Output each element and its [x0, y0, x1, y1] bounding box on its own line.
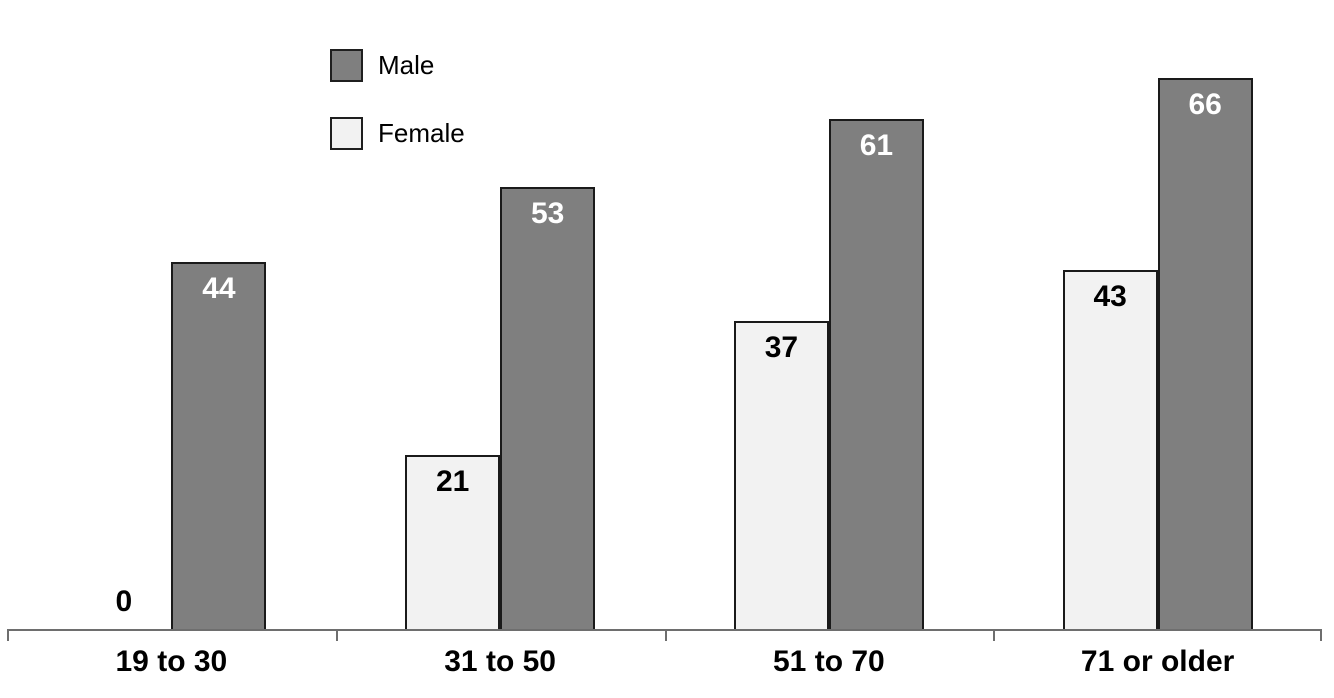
- legend-label: Female: [378, 118, 465, 148]
- bar-value-label: 43: [1093, 280, 1127, 313]
- x-axis-line: [7, 629, 1322, 631]
- bar-value-label: 53: [530, 197, 565, 230]
- legend-item-female: Female: [330, 117, 465, 150]
- category-group: 43 66: [993, 44, 1322, 631]
- category-group: 37 61: [665, 44, 994, 631]
- bar-male: 61: [828, 119, 924, 631]
- category-group: 21 53: [336, 44, 665, 631]
- bar-value-label: 66: [1188, 88, 1222, 121]
- axis-tick: [7, 629, 9, 641]
- bar-male: 44: [171, 262, 267, 631]
- x-axis-category-label: 31 to 50: [444, 645, 556, 678]
- bar-value-label: 44: [202, 272, 236, 305]
- axis-tick: [993, 629, 995, 641]
- axis-tick: [665, 629, 667, 641]
- legend: Male Female: [330, 49, 465, 185]
- bar-female: 21: [405, 455, 501, 631]
- bar-value-label-zero: 0: [115, 585, 133, 618]
- x-axis-category-label: 71 or older: [1080, 645, 1235, 678]
- bar-value-label: 37: [764, 331, 799, 364]
- axis-tick: [1320, 629, 1322, 641]
- bar-male: 66: [1157, 78, 1253, 631]
- legend-item-male: Male: [330, 49, 465, 82]
- x-axis-category-label: 51 to 70: [773, 645, 885, 678]
- axis-tick: [336, 629, 338, 641]
- plot-area: 0 44 21 53 37 61 43 66: [7, 44, 1322, 631]
- category-group: 0 44: [7, 44, 336, 631]
- female-swatch-icon: [330, 117, 363, 150]
- legend-label: Male: [378, 50, 435, 80]
- bar-female: 37: [733, 321, 829, 631]
- bar-female: 43: [1062, 270, 1158, 631]
- x-axis-labels: 19 to 30 31 to 50 51 to 70 71 or older: [7, 645, 1322, 685]
- bar-male: 53: [500, 187, 596, 631]
- bar-value-label: 61: [859, 129, 894, 162]
- male-swatch-icon: [330, 49, 363, 82]
- bar-value-label: 21: [435, 465, 470, 498]
- x-axis-category-label: 19 to 30: [115, 645, 228, 678]
